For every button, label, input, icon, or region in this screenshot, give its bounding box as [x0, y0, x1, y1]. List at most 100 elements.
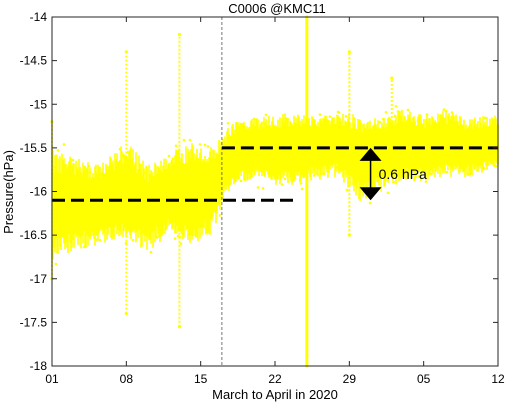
x-axis: 01 08 15 22 29 05 12: [45, 17, 505, 386]
data-point: [188, 138, 192, 142]
data-point: [280, 183, 284, 186]
series-pressure: [51, 104, 499, 266]
x-tick-label: 22: [268, 372, 282, 386]
data-point: [300, 187, 304, 191]
x-tick-label: 12: [491, 372, 505, 386]
annotation: 0.6 hPa: [359, 147, 427, 201]
y-tick-label: -15.5: [20, 141, 48, 155]
data-point: [142, 171, 146, 175]
data-point: [171, 157, 175, 160]
data-point: [442, 108, 446, 111]
data-point: [203, 143, 207, 147]
x-tick-label: 15: [194, 372, 208, 386]
annotation-label: 0.6 hPa: [379, 166, 427, 182]
data-point: [420, 176, 424, 180]
data-point: [450, 111, 454, 114]
data-point: [429, 172, 433, 176]
data-point: [139, 172, 143, 176]
data-point: [390, 76, 394, 80]
data-point: [482, 166, 486, 170]
chart-title: C0006 @KMC11: [228, 1, 326, 16]
annotation-arrowhead-bottom: [359, 187, 382, 201]
data-point: [88, 171, 92, 175]
data-point: [424, 180, 428, 183]
data-point: [179, 242, 183, 245]
data-point: [174, 144, 178, 148]
data-point: [218, 214, 222, 217]
x-tick-label: 05: [417, 372, 431, 386]
y-axis-label: Pressure(hPa): [1, 150, 16, 234]
data-point: [378, 120, 382, 124]
data-layer: [50, 15, 499, 368]
data-point: [149, 250, 153, 254]
data-point: [239, 179, 243, 183]
data-point: [345, 188, 349, 192]
data-point: [283, 177, 287, 181]
data-point: [177, 325, 182, 329]
data-point: [56, 149, 60, 152]
data-point: [170, 159, 174, 163]
x-axis-label: March to April in 2020: [212, 387, 338, 402]
data-point: [322, 172, 326, 175]
data-point: [173, 237, 177, 240]
data-point: [124, 312, 128, 316]
data-point: [392, 180, 396, 184]
data-point: [71, 158, 75, 162]
y-tick-label: -15: [30, 97, 48, 111]
data-point: [176, 234, 180, 238]
data-point: [318, 113, 322, 116]
x-tick-label: 29: [343, 372, 357, 386]
data-point: [261, 187, 265, 190]
data-point: [347, 50, 351, 54]
data-point: [386, 191, 390, 195]
data-point: [406, 108, 410, 112]
y-tick-label: -18: [30, 359, 48, 373]
annotation-arrowhead-top: [359, 147, 382, 161]
data-point: [87, 164, 91, 168]
data-point: [384, 110, 388, 114]
data-point: [79, 172, 83, 176]
data-point: [388, 117, 392, 121]
data-point: [98, 238, 102, 242]
y-tick-label: -17.5: [20, 315, 48, 329]
data-point: [167, 154, 171, 158]
data-point: [54, 262, 58, 266]
data-spike: [347, 50, 351, 237]
data-point: [237, 176, 241, 180]
y-tick-label: -14.5: [20, 54, 48, 68]
data-point: [198, 143, 202, 146]
data-point: [445, 170, 449, 174]
data-point: [177, 32, 182, 37]
data-point: [62, 143, 66, 146]
data-point: [486, 162, 490, 166]
data-point: [368, 201, 372, 205]
x-tick-label: 01: [45, 372, 59, 386]
data-spike: [390, 76, 394, 176]
data-point: [206, 145, 210, 148]
plot-area: [50, 15, 499, 368]
data-point: [425, 113, 429, 116]
data-point: [328, 115, 332, 118]
data-point: [394, 104, 398, 108]
data-point: [124, 50, 128, 54]
data-point: [347, 233, 351, 237]
x-tick-label: 08: [120, 372, 134, 386]
data-spike: [177, 32, 182, 329]
data-point: [131, 238, 135, 242]
data-point: [417, 174, 421, 178]
y-tick-label: -16.5: [20, 228, 48, 242]
data-point: [264, 113, 268, 117]
data-point: [299, 182, 303, 185]
data-point: [494, 164, 498, 168]
data-point: [226, 121, 230, 125]
reference-lines: [52, 17, 498, 366]
y-tick-label: -17: [30, 272, 48, 286]
data-point: [390, 172, 394, 176]
data-point: [444, 109, 448, 113]
data-spike: [124, 50, 128, 316]
data-point: [182, 138, 186, 142]
y-tick-label: -14: [30, 10, 48, 24]
y-axis: -14 -14.5 -15 -15.5 -16 -16.5 -17 -17.5 -18: [20, 10, 498, 373]
data-point: [252, 117, 256, 121]
